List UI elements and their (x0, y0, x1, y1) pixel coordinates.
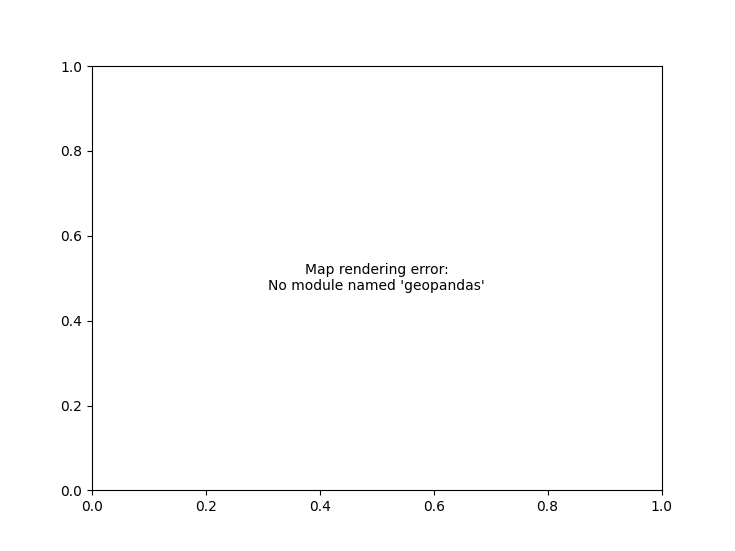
Text: Map rendering error:
No module named 'geopandas': Map rendering error: No module named 'ge… (268, 263, 485, 293)
